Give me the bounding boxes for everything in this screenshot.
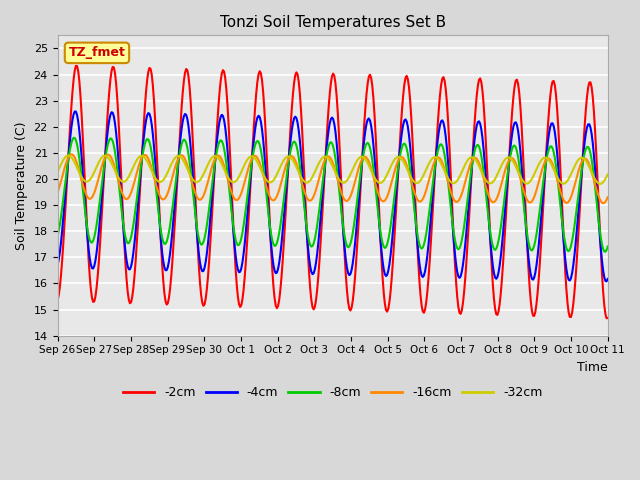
-4cm (363, 121, 371, 127)
-32cm (287, 155, 294, 160)
Title: Tonzi Soil Temperatures Set B: Tonzi Soil Temperatures Set B (220, 15, 445, 30)
-2cm (72, 63, 80, 69)
Y-axis label: Soil Temperature (C): Soil Temperature (C) (15, 121, 28, 250)
-8cm (54, 234, 61, 240)
-16cm (554, 181, 562, 187)
-32cm (554, 176, 562, 182)
-4cm (71, 108, 79, 114)
-8cm (602, 249, 609, 255)
-4cm (54, 263, 61, 268)
Line: -32cm: -32cm (58, 156, 608, 184)
-32cm (64, 153, 72, 158)
-2cm (226, 146, 234, 152)
-8cm (389, 206, 397, 212)
-4cm (287, 136, 294, 142)
-32cm (363, 158, 371, 164)
-32cm (596, 181, 604, 187)
-4cm (226, 178, 234, 184)
-2cm (554, 125, 562, 131)
-8cm (287, 147, 294, 153)
-16cm (54, 190, 61, 195)
-2cm (603, 315, 611, 321)
-16cm (287, 154, 294, 159)
-16cm (459, 187, 467, 193)
-32cm (604, 171, 612, 177)
-2cm (363, 91, 371, 97)
-2cm (389, 259, 397, 264)
-8cm (459, 231, 467, 237)
-4cm (554, 164, 562, 170)
Line: -4cm: -4cm (58, 111, 608, 281)
-16cm (604, 194, 612, 200)
Line: -2cm: -2cm (58, 66, 608, 318)
-2cm (287, 122, 294, 128)
Legend: -2cm, -4cm, -8cm, -16cm, -32cm: -2cm, -4cm, -8cm, -16cm, -32cm (118, 382, 547, 405)
-32cm (389, 159, 397, 165)
Line: -8cm: -8cm (58, 138, 608, 252)
-16cm (599, 200, 607, 206)
-4cm (604, 276, 612, 282)
-8cm (363, 141, 371, 146)
-2cm (604, 315, 612, 321)
-16cm (363, 155, 371, 160)
-2cm (54, 298, 61, 303)
Text: TZ_fmet: TZ_fmet (68, 47, 125, 60)
-32cm (226, 177, 234, 183)
-4cm (459, 262, 467, 267)
-32cm (54, 169, 61, 175)
-16cm (226, 184, 234, 190)
-8cm (70, 135, 77, 141)
Line: -16cm: -16cm (58, 154, 608, 203)
-8cm (604, 244, 612, 250)
-8cm (226, 192, 234, 198)
-8cm (554, 182, 562, 188)
-32cm (459, 167, 467, 172)
-2cm (459, 300, 467, 306)
-4cm (389, 229, 397, 235)
X-axis label: Time: Time (577, 361, 608, 374)
-16cm (389, 174, 397, 180)
-16cm (67, 151, 75, 157)
-4cm (603, 278, 611, 284)
